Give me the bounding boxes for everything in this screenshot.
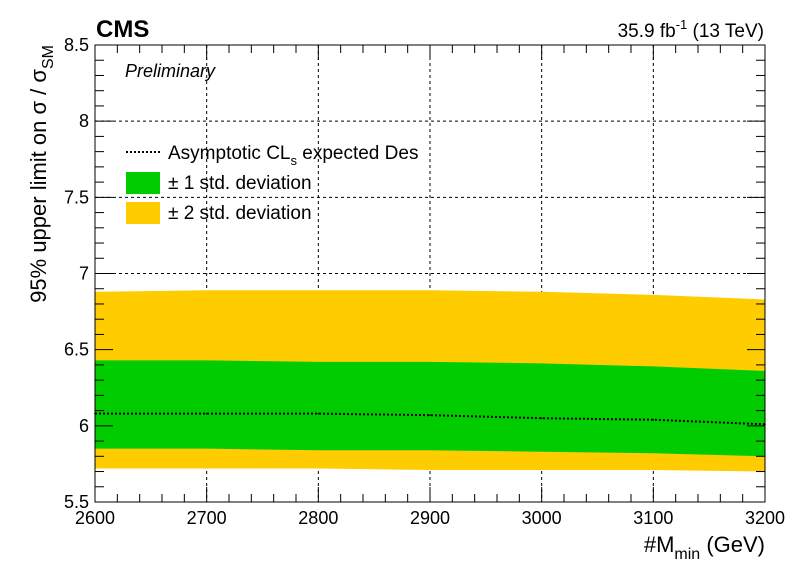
- expected-limit-point-5: [652, 418, 655, 421]
- x-tick-label-6: 3200: [745, 508, 785, 528]
- expected-limit-point-2: [317, 412, 320, 415]
- y-tick-label-3: 7: [79, 264, 89, 284]
- y-tick-label-5: 8: [79, 111, 89, 131]
- band-1sigma-layer: [95, 360, 765, 457]
- x-tick-label-1: 2700: [187, 508, 227, 528]
- y-tick-label-0: 5.5: [64, 492, 89, 512]
- lumi-label: 35.9 fb-1 (13 TeV): [618, 17, 764, 42]
- legend-label-2sigma: ± 2 std. deviation: [168, 203, 312, 224]
- legend-swatch-1sigma: [126, 172, 160, 194]
- band-1sigma: [95, 360, 765, 457]
- x-axis-title: #Mmin (GeV): [644, 532, 765, 563]
- x-tick-label-4: 3000: [522, 508, 562, 528]
- y-tick-label-1: 6: [79, 416, 89, 436]
- y-tick-label-4: 7.5: [64, 187, 89, 207]
- ticks-layer: [94, 44, 766, 503]
- expected-limit-point-1: [205, 412, 208, 415]
- x-tick-label-5: 3100: [633, 508, 673, 528]
- legend: Asymptotic CLs expected Des ± 1 std. dev…: [126, 143, 418, 224]
- expected-limit-point-4: [540, 417, 543, 420]
- status-label: Preliminary: [125, 61, 216, 81]
- y-axis-title: 95% upper limit on σ / σSM: [26, 45, 57, 303]
- tick-labels-layer: 2600 2700 2800 2900 3000 3100 3200 5.5 6 6.5 7 7.5 8…: [64, 35, 785, 528]
- y-tick-label-6: 8.5: [64, 35, 89, 55]
- legend-swatch-2sigma: [126, 202, 160, 224]
- expected-limit-point-3: [429, 414, 431, 416]
- y-tick-label-2: 6.5: [64, 340, 89, 360]
- experiment-label: CMS: [96, 16, 149, 43]
- legend-label-expected: Asymptotic CLs expected Des: [168, 143, 418, 168]
- x-tick-label-3: 2900: [410, 508, 450, 528]
- x-tick-label-0: 2600: [75, 508, 115, 528]
- legend-label-1sigma: ± 1 std. deviation: [168, 173, 312, 194]
- x-tick-label-2: 2800: [298, 508, 338, 528]
